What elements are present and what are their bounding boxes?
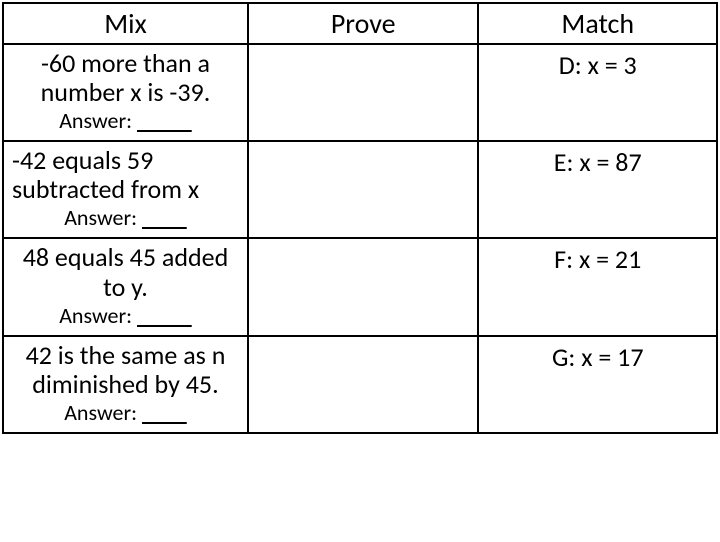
problem-text: 42 is the same as n diminished by 45. bbox=[12, 341, 239, 399]
answer-line: Answer: bbox=[12, 302, 239, 329]
answer-blank[interactable] bbox=[137, 107, 192, 134]
answer-prefix: Answer: bbox=[59, 302, 137, 329]
answer-blank[interactable] bbox=[137, 302, 192, 329]
answer-prefix: Answer: bbox=[59, 107, 137, 134]
header-prove: Prove bbox=[248, 3, 479, 44]
problem-text: -42 equals 59 subtracted from x bbox=[12, 146, 239, 204]
table-row: 42 is the same as n diminished by 45. An… bbox=[3, 336, 717, 433]
match-cell: D: x = 3 bbox=[478, 44, 717, 141]
header-mix: Mix bbox=[3, 3, 248, 44]
mix-cell: -42 equals 59 subtracted from x Answer: bbox=[3, 141, 248, 238]
match-cell: G: x = 17 bbox=[478, 336, 717, 433]
prove-cell[interactable] bbox=[248, 336, 479, 433]
answer-blank[interactable] bbox=[142, 399, 187, 426]
prove-cell[interactable] bbox=[248, 238, 479, 335]
answer-line: Answer: bbox=[12, 107, 239, 134]
problem-text: 48 equals 45 added to y. bbox=[12, 243, 239, 301]
prove-cell[interactable] bbox=[248, 141, 479, 238]
worksheet-table: Mix Prove Match -60 more than a number x… bbox=[2, 2, 718, 434]
answer-line: Answer: bbox=[12, 399, 239, 426]
table-row: -60 more than a number x is -39. Answer:… bbox=[3, 44, 717, 141]
prove-cell[interactable] bbox=[248, 44, 479, 141]
table-row: 48 equals 45 added to y. Answer: F: x = … bbox=[3, 238, 717, 335]
match-cell: F: x = 21 bbox=[478, 238, 717, 335]
answer-line: Answer: bbox=[12, 204, 239, 231]
mix-cell: -60 more than a number x is -39. Answer: bbox=[3, 44, 248, 141]
mix-cell: 42 is the same as n diminished by 45. An… bbox=[3, 336, 248, 433]
header-match: Match bbox=[478, 3, 717, 44]
answer-prefix: Answer: bbox=[64, 204, 142, 231]
problem-text: -60 more than a number x is -39. bbox=[12, 49, 239, 107]
table-row: -42 equals 59 subtracted from x Answer: … bbox=[3, 141, 717, 238]
mix-cell: 48 equals 45 added to y. Answer: bbox=[3, 238, 248, 335]
header-row: Mix Prove Match bbox=[3, 3, 717, 44]
answer-blank[interactable] bbox=[142, 204, 187, 231]
match-cell: E: x = 87 bbox=[478, 141, 717, 238]
answer-prefix: Answer: bbox=[64, 399, 142, 426]
